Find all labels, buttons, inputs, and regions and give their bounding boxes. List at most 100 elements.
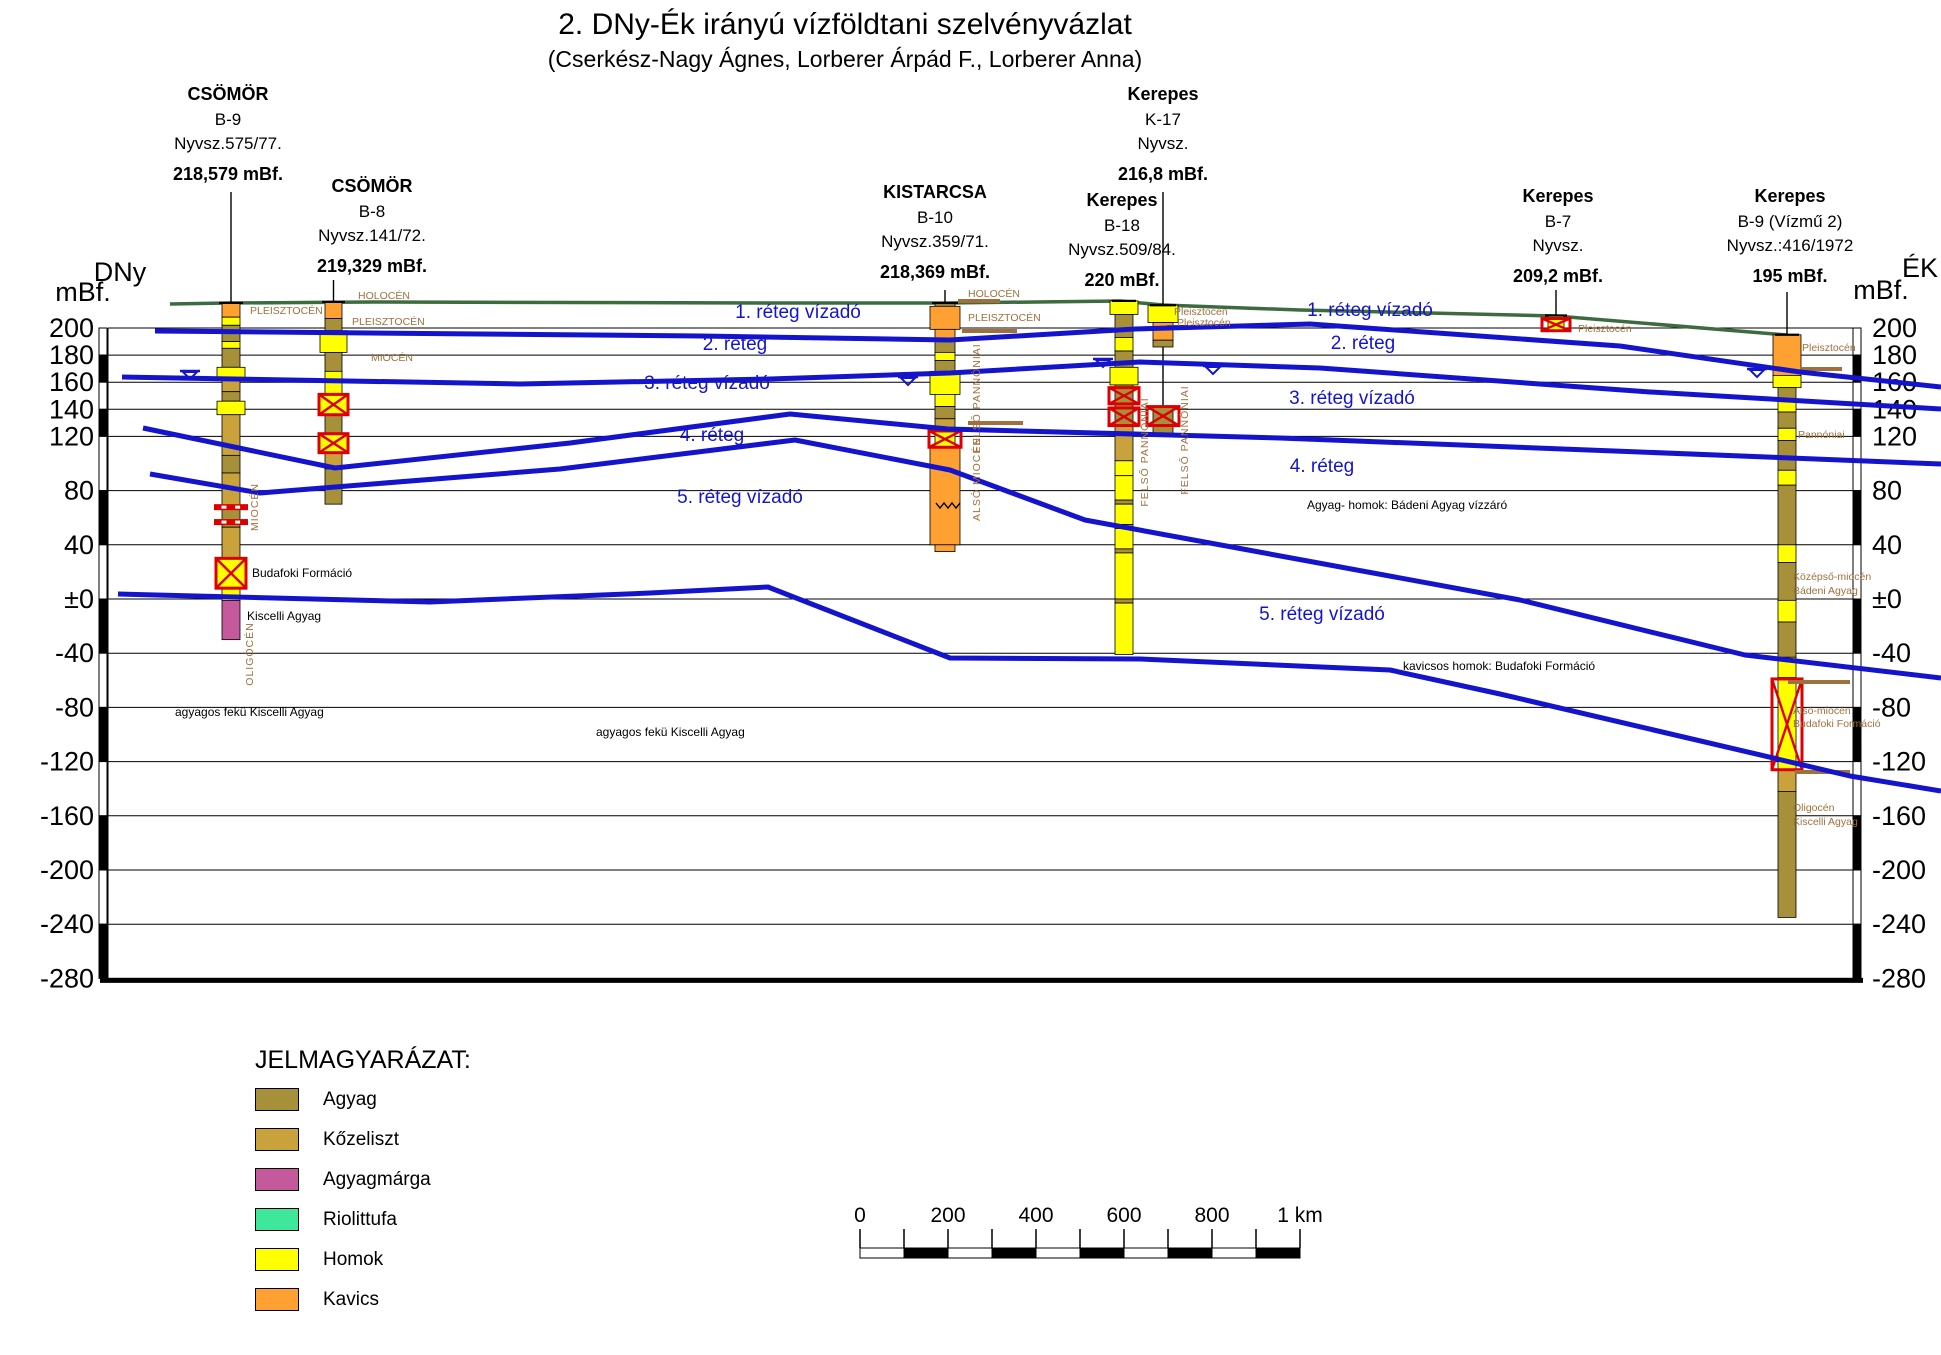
axis-tick-label-right: 40 (1872, 530, 1902, 560)
well-screen-bar-gap (221, 505, 227, 509)
well-registry-label: Nyvsz.359/71. (881, 232, 989, 251)
well-registry-label: Nyvsz.:416/1972 (1727, 236, 1854, 255)
scalebar-label: 600 (1106, 1204, 1141, 1227)
well-elevation-label: 218,579 mBf. (173, 164, 283, 184)
stratigraphy-label: Középső-miocén (1793, 571, 1871, 583)
lithology-squiggle-marker (935, 501, 961, 510)
elevation-scale-bar-left (98, 706, 108, 763)
well-screen-box (1107, 406, 1141, 428)
layer-label-right: 1. réteg vízadó (1307, 300, 1433, 321)
aquifer-boundary-reteg-3-also-hatara (142, 411, 1941, 471)
legend-swatch-riolittufa (255, 1208, 299, 1231)
lithology-segment-agyag (1114, 314, 1134, 338)
elevation-unit-left: mBf. (55, 277, 111, 307)
axis-tick-label-right: -240 (1872, 909, 1926, 939)
stratigraphy-label: Bádeni Agyag (1793, 585, 1858, 597)
well-town-label: Kerepes (1522, 186, 1593, 206)
well-town-label: CSÖMÖR (188, 84, 269, 104)
layer-label-right: 4. réteg (1290, 456, 1354, 477)
elevation-scale-bar-left (98, 544, 108, 600)
well-id-label: B-7 (1545, 212, 1571, 231)
stratigraphy-label: Kiscelli Agyag (1793, 816, 1858, 828)
lithology-segment-kavics (929, 305, 961, 330)
well-id-label: B-9 (Vízmű 2) (1738, 212, 1843, 231)
well-screen-cross (1108, 386, 1140, 405)
water-table-icon (1093, 359, 1113, 369)
legend-item-agyag: Agyag (255, 1088, 471, 1111)
axis-tick-label-left: -40 (55, 638, 94, 668)
elevation-scale-bar-right (1852, 408, 1862, 437)
axis-tick-label-right: 200 (1872, 313, 1917, 343)
lithology-segment-kozeliszt (221, 526, 241, 559)
stratigraphy-label: Budafoki Formáció (1793, 718, 1881, 730)
well-screen-bar-gap (235, 505, 241, 509)
axis-tick-label-left: -200 (40, 855, 94, 885)
well-elevation-label: 220 mBf. (1084, 270, 1159, 290)
stratigraphy-label-vertical: ALSÓ MIOCÉN (970, 437, 983, 521)
stratigraphy-label: Pleisztocén (1174, 306, 1228, 318)
legend-item-agyagmarga: Agyagmárga (255, 1168, 471, 1191)
well-screen-box (1540, 317, 1572, 333)
direction-label-southwest: DNy (94, 257, 147, 287)
stratigraphy-label: Pleisztocén (1578, 323, 1632, 335)
lithology-segment-agyag (1114, 598, 1134, 604)
stratigraphy-label: HOLOCÉN (358, 289, 410, 302)
scalebar-segment (1167, 1247, 1213, 1259)
lithology-segment-homok (1114, 475, 1134, 501)
lithology-segment-homok (1114, 503, 1134, 525)
lithology-segment-agyag (1777, 411, 1797, 429)
well-screen-cross (1108, 406, 1140, 427)
elevation-scale-bar-left (98, 490, 108, 546)
formation-annotation: agyagos fekü Kiscelli Agyag (175, 705, 324, 719)
elevation-scale-bar-right (1852, 652, 1862, 708)
well-elevation-label: 209,2 mBf. (1513, 266, 1603, 286)
well-town-label: KISTARCSA (883, 182, 987, 202)
lithology-segment-homok (1777, 469, 1797, 486)
well-id-label: B-8 (359, 202, 385, 221)
layer-label-left: 5. réteg vízadó (677, 487, 803, 508)
scalebar-label: 1 km (1277, 1204, 1323, 1227)
elevation-scale-bar-right (1852, 598, 1862, 654)
legend-label: Kőzeliszt (323, 1128, 400, 1150)
layer-label-left: 2. réteg (703, 334, 767, 355)
title-block: 2. DNy-Ék irányú vízföldtani szelvényváz… (0, 8, 1690, 73)
axis-tick-label-left: 40 (64, 530, 94, 560)
well-registry-label: Nyvsz. (1138, 134, 1189, 153)
scalebar-segment (1211, 1247, 1257, 1259)
well-screen-cross (318, 393, 349, 416)
elevation-unit-right: mBf. (1853, 275, 1909, 305)
lithology-segment-homok (1777, 599, 1797, 623)
legend-label: Agyagmárga (323, 1168, 431, 1190)
elevation-scale-bar-right (1852, 923, 1862, 979)
lithology-segment-agyag (1777, 791, 1797, 918)
axis-tick-label-left: 80 (64, 476, 94, 506)
stratigraphy-label: PLEISZTOCÉN (968, 311, 1041, 324)
axis-tick-label-right: ±0 (1872, 584, 1902, 614)
aquifer-boundary-reteg-1-also-hatara (154, 321, 1941, 390)
well-elevation-label: 216,8 mBf. (1118, 164, 1208, 184)
legend-swatch-kavics (255, 1288, 299, 1311)
axis-tick-label-left: 120 (49, 421, 94, 451)
lithology-segment-homok (1114, 602, 1134, 655)
well-screen-cross (1146, 405, 1180, 427)
stratigraphy-label: PLEISZTOCÉN (352, 315, 425, 328)
elevation-scale-bar-left (98, 761, 108, 817)
stratigraphy-label: Pleisztocén (1177, 317, 1231, 329)
well-registry-label: Nyvsz. (1533, 236, 1584, 255)
axis-tick-label-left: 160 (49, 367, 94, 397)
lithology-segment-homok (1777, 544, 1797, 563)
formation-annotation: Budafoki Formáció (252, 566, 352, 580)
lithology-segment-agyag (1114, 499, 1134, 505)
elevation-scale-bar-right (1852, 869, 1862, 925)
legend-label: Homok (323, 1248, 384, 1270)
axis-tick-label-left: -160 (40, 801, 94, 831)
lithology-segment-homok (1777, 427, 1797, 441)
elevation-scale-bar-right (1852, 435, 1862, 492)
axis-tick-label-left: 200 (49, 313, 94, 343)
legend-label: Agyag (323, 1088, 377, 1110)
lithology-segment-homok (221, 316, 241, 326)
stratigraphy-label-vertical: FELSŐ PANNÓNIAI (1137, 397, 1151, 506)
scalebar-label: 800 (1194, 1204, 1229, 1227)
lithology-segment-kavics (929, 446, 961, 546)
scalebar-segment (1255, 1247, 1301, 1259)
